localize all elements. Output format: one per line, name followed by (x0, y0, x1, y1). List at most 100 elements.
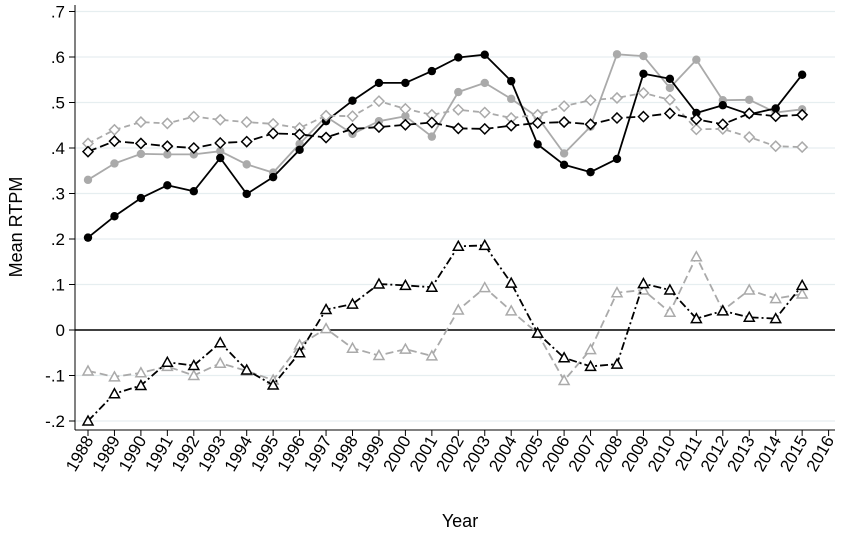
data-point (374, 78, 384, 88)
data-point (610, 357, 624, 369)
data-point (663, 107, 676, 120)
data-point (452, 103, 465, 116)
series-4 (81, 107, 809, 158)
data-point (187, 368, 201, 381)
data-point (372, 95, 386, 108)
data-point (690, 123, 703, 136)
data-point (372, 348, 386, 361)
data-point (134, 378, 148, 391)
data-point (718, 101, 727, 110)
data-point (637, 283, 650, 295)
data-point (81, 414, 95, 426)
y-tick-label: .6 (51, 48, 65, 67)
data-point (663, 93, 676, 106)
data-point (454, 53, 463, 62)
data-point (769, 110, 782, 123)
data-point (81, 145, 95, 158)
data-point (531, 326, 544, 338)
data-point (612, 50, 622, 59)
data-point (134, 366, 148, 378)
data-point (452, 239, 465, 252)
data-point (110, 159, 119, 168)
y-tick-label: 0 (56, 321, 65, 340)
data-point (663, 305, 677, 318)
data-point (558, 116, 571, 129)
data-point (163, 181, 172, 190)
data-point (108, 123, 121, 136)
data-point (639, 51, 648, 61)
data-point (690, 250, 703, 262)
data-point (187, 141, 200, 155)
data-point (584, 359, 597, 372)
series-line (87, 244, 803, 422)
data-point (213, 356, 227, 368)
data-point (637, 110, 650, 123)
y-axis-ticks: -.2 -.1 0 .1 .2 .3 .4 .5 .6 .7 (45, 3, 75, 431)
series-3 (81, 86, 809, 154)
data-point (533, 140, 542, 149)
data-point (663, 283, 677, 295)
series-6 (81, 238, 809, 426)
data-point (610, 91, 624, 105)
data-point (692, 108, 701, 118)
x-axis-ticks: 1988198919901991199219931994199519961997… (62, 430, 838, 475)
data-point (478, 281, 492, 293)
data-point (690, 113, 703, 126)
data-point (716, 118, 729, 131)
data-point (637, 277, 650, 289)
data-point (610, 111, 624, 125)
data-point (452, 303, 465, 315)
data-point (216, 146, 225, 156)
series-line (87, 255, 803, 382)
data-point (134, 137, 147, 150)
data-point (399, 278, 412, 291)
data-point (454, 87, 463, 97)
data-point (319, 302, 333, 315)
data-point (348, 96, 357, 105)
y-tick-label: .4 (51, 139, 65, 158)
data-point (743, 131, 756, 144)
data-point (584, 343, 597, 355)
data-point (268, 172, 278, 182)
data-point (242, 189, 251, 199)
data-point (558, 100, 571, 113)
data-point (136, 193, 146, 203)
data-point (716, 304, 730, 316)
data-point (480, 78, 489, 88)
data-point (742, 310, 756, 323)
data-point (586, 167, 595, 177)
data-point (399, 102, 412, 115)
y-tick-label: .2 (51, 230, 65, 249)
data-point (637, 86, 650, 100)
y-tick-label: .1 (51, 276, 65, 295)
data-point (425, 349, 439, 361)
data-point (319, 131, 333, 144)
data-point (505, 119, 518, 132)
data-point (295, 139, 304, 149)
data-point (187, 358, 201, 371)
data-point (557, 351, 571, 363)
data-point (240, 363, 253, 375)
x-axis-title: Year (442, 511, 478, 531)
data-point (769, 312, 782, 324)
data-point (665, 83, 675, 93)
data-point (401, 78, 410, 88)
series-line (87, 53, 803, 239)
data-point (480, 50, 489, 59)
data-point (346, 297, 359, 309)
data-point (797, 70, 807, 79)
data-point (346, 122, 359, 135)
data-point (319, 109, 333, 122)
data-point (242, 160, 251, 169)
data-point (216, 153, 225, 163)
data-point (559, 160, 569, 170)
data-point (742, 283, 756, 295)
x-tick-label: 2016 (803, 433, 838, 475)
series-line (87, 112, 803, 153)
data-point (240, 135, 253, 148)
y-tick-label: -.1 (45, 367, 65, 386)
data-point (399, 342, 412, 354)
series-line (87, 92, 803, 148)
data-point (161, 117, 174, 130)
data-point (266, 378, 280, 390)
